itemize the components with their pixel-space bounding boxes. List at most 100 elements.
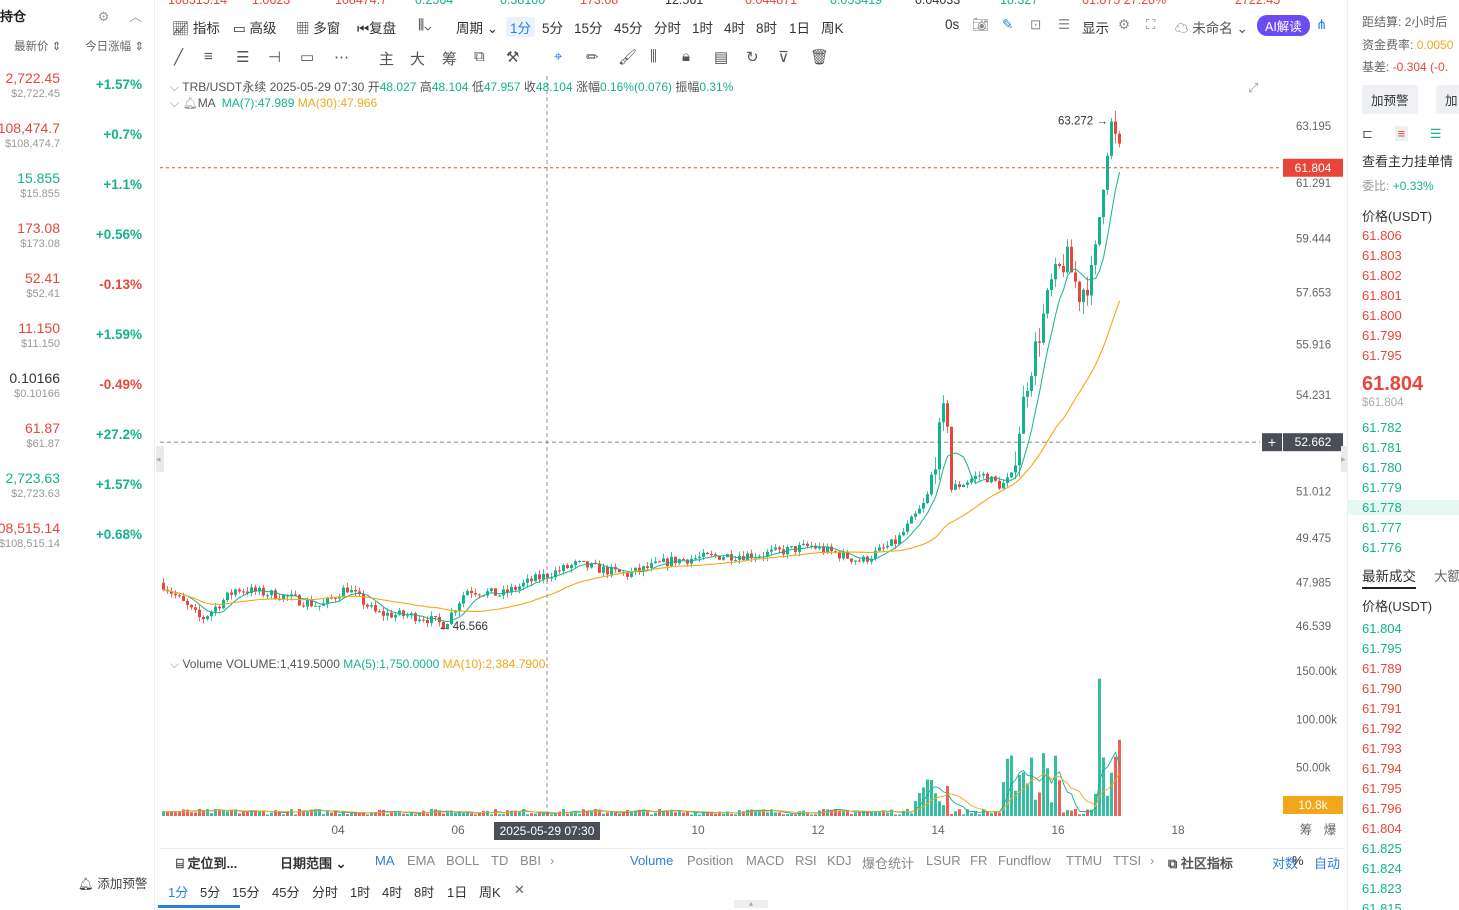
calc-tool-icon[interactable]: ▤: [714, 49, 729, 66]
hline-tool-icon[interactable]: ≡: [204, 48, 213, 65]
layout-dropdown[interactable]: ☁ 未命名 ⌄: [1175, 21, 1248, 36]
chart-canvas[interactable]: 63.195 61.291 59.444 57.653 55.916 54.231 52.6…: [160, 76, 1345, 846]
period-dropdown[interactable]: 周期 ⌄: [456, 17, 498, 37]
ask-price[interactable]: 61.800: [1362, 308, 1402, 323]
share-frame-icon[interactable]: ⊡: [1030, 17, 1042, 32]
collapse-icon[interactable]: ︿: [128, 9, 142, 24]
sub-indicator-tab[interactable]: TTSI: [1113, 853, 1142, 868]
main-indicator-tab[interactable]: BOLL: [446, 853, 480, 868]
book-bids-icon[interactable]: ≡: [1394, 126, 1409, 141]
percent-scale-toggle[interactable]: %: [1292, 853, 1304, 868]
expand-icon[interactable]: ⤢: [1248, 80, 1259, 95]
more-sub-ind-icon[interactable]: ›: [1150, 853, 1155, 868]
collapse-legend-icon[interactable]: ⌵: [170, 80, 180, 94]
watchlist-row[interactable]: 2,722.45 $2,722.45 +1.57%: [0, 70, 150, 120]
bid-price[interactable]: 61.776: [1362, 540, 1402, 555]
interval-tab[interactable]: 15分: [574, 21, 603, 36]
watchlist-row[interactable]: 2,723.63 $2,723.63 +1.57%: [0, 470, 150, 520]
brush-tool-icon[interactable]: 🖌︎: [618, 49, 638, 66]
price-chart[interactable]: 63.195 61.291 59.444 57.653 55.916 54.231 52.6…: [156, 76, 1349, 846]
main-chart-tool[interactable]: 主: [379, 51, 395, 68]
more-main-ind-icon[interactable]: ›: [550, 853, 555, 868]
chip-tool[interactable]: 筹: [442, 51, 458, 68]
add-alert-button[interactable]: 🔔︎ 添加预警: [78, 873, 147, 892]
watchlist-row[interactable]: 15.855 $15.855 +1.1%: [0, 170, 150, 220]
magic-tool-icon[interactable]: ⚒: [506, 49, 520, 66]
cross-tool-icon[interactable]: ⊣: [268, 49, 282, 66]
sub-indicator-tab[interactable]: RSI: [795, 853, 817, 868]
bottom-interval-tab[interactable]: 1分: [168, 885, 189, 900]
watchlist-row[interactable]: 11.150 $11.150 +1.59%: [0, 320, 150, 370]
filter-tool-icon[interactable]: ⊽: [778, 49, 789, 66]
watchlist-row[interactable]: 108,515.14 $108,515.14 +0.68%: [0, 520, 150, 570]
watchlist-row[interactable]: 0.10166 $0.10166 -0.49%: [0, 370, 150, 420]
community-indicator-button[interactable]: ⧉ 社区指标: [1168, 853, 1233, 872]
interval-tab[interactable]: 1分: [506, 17, 536, 37]
interval-tab[interactable]: 周K: [821, 21, 844, 36]
bid-price[interactable]: 61.779: [1362, 480, 1402, 495]
big-tool[interactable]: 大: [410, 51, 426, 68]
ask-price[interactable]: 61.799: [1362, 328, 1402, 343]
fullscreen-icon[interactable]: ⛶: [1146, 17, 1156, 32]
camera-icon[interactable]: 📷︎: [972, 17, 990, 32]
add-alert-button-right[interactable]: 加预警: [1362, 85, 1418, 114]
line-tool-icon[interactable]: ╱: [174, 49, 184, 66]
more-tools-icon[interactable]: ⋯: [334, 49, 349, 66]
main-indicator-tab[interactable]: MA: [375, 853, 395, 868]
pen-icon[interactable]: ✎: [1002, 17, 1014, 32]
ai-interpret-button[interactable]: AI解读: [1257, 15, 1310, 36]
channel-tool-icon[interactable]: ☰: [236, 49, 250, 66]
bid-price[interactable]: 61.777: [1362, 520, 1402, 535]
bottom-interval-tab[interactable]: 周K: [479, 885, 501, 900]
ask-price[interactable]: 61.795: [1362, 348, 1402, 363]
bid-price[interactable]: 61.778: [1348, 500, 1459, 515]
corner-label[interactable]: 爆: [1324, 823, 1337, 837]
sub-indicator-tab[interactable]: KDJ: [827, 853, 852, 868]
sub-indicator-tab[interactable]: Position: [687, 853, 734, 868]
watchlist-row[interactable]: 108,474.7 $108,474.7 +0.7%: [0, 120, 150, 170]
log-scale-toggle[interactable]: 对数: [1272, 856, 1299, 871]
interval-tab[interactable]: 分时: [654, 21, 681, 36]
settings-icon[interactable]: ⚙: [97, 9, 110, 24]
col-today-change[interactable]: 今日涨幅 ⇕: [85, 41, 144, 53]
interval-tab[interactable]: 8时: [756, 21, 778, 36]
book-both-icon[interactable]: ⊏: [1362, 126, 1373, 141]
plus-icon[interactable]: +: [1268, 434, 1276, 450]
main-indicator-tab[interactable]: EMA: [407, 853, 436, 868]
pencil-tool-icon[interactable]: ✏: [586, 49, 599, 66]
rect-tool-icon[interactable]: ▭: [300, 49, 315, 66]
ask-price[interactable]: 61.801: [1362, 288, 1402, 303]
lock-tool-icon[interactable]: 🔒︎: [682, 48, 690, 65]
interval-tab[interactable]: 5分: [542, 21, 564, 36]
locate-button[interactable]: ⌸ 定位到...: [176, 853, 237, 872]
replay-button[interactable]: ⏮复盘: [357, 17, 396, 37]
bottom-interval-tab[interactable]: 15分: [232, 885, 260, 900]
advanced-button[interactable]: ▭ 高级: [233, 17, 277, 37]
col-latest-price[interactable]: 最新价 ⇕: [14, 41, 62, 53]
list-icon[interactable]: ☰: [1058, 17, 1071, 32]
alert-bell-icon[interactable]: 🔔︎: [182, 96, 198, 110]
right-collapse-handle[interactable]: ▸: [1341, 446, 1349, 472]
interval-tab[interactable]: 1日: [789, 21, 811, 36]
book-asks-icon[interactable]: ☰: [1429, 126, 1442, 141]
bottom-interval-tab[interactable]: 45分: [272, 885, 300, 900]
gear-icon[interactable]: ⚙: [1118, 17, 1131, 32]
sub-indicator-tab[interactable]: Volume: [630, 853, 674, 868]
indicator-button[interactable]: 📈︎ 指标: [172, 17, 220, 37]
collapse-volume-icon[interactable]: ⌵: [170, 657, 180, 671]
date-range-dropdown[interactable]: 日期范围 ⌄: [280, 856, 347, 871]
bottom-expand-handle[interactable]: ▴: [734, 900, 768, 908]
main-indicator-tab[interactable]: BBI: [520, 853, 541, 868]
collapse-ma-icon[interactable]: ⌵: [170, 96, 180, 110]
sub-indicator-tab[interactable]: FR: [970, 853, 988, 868]
add-button-2[interactable]: 加: [1436, 85, 1459, 114]
magnet-tool-icon[interactable]: ↻: [746, 49, 759, 66]
bottom-interval-tab[interactable]: 5分: [200, 885, 221, 900]
bottom-interval-tab[interactable]: 8时: [414, 885, 435, 900]
left-collapse-handle[interactable]: ◂: [156, 446, 164, 472]
interval-tab[interactable]: 1时: [692, 21, 714, 36]
crosshair-plus-bg[interactable]: [1262, 433, 1282, 452]
ask-price[interactable]: 61.802: [1362, 268, 1402, 283]
bottom-interval-tab[interactable]: 1时: [350, 885, 371, 900]
bid-price[interactable]: 61.780: [1362, 460, 1402, 475]
